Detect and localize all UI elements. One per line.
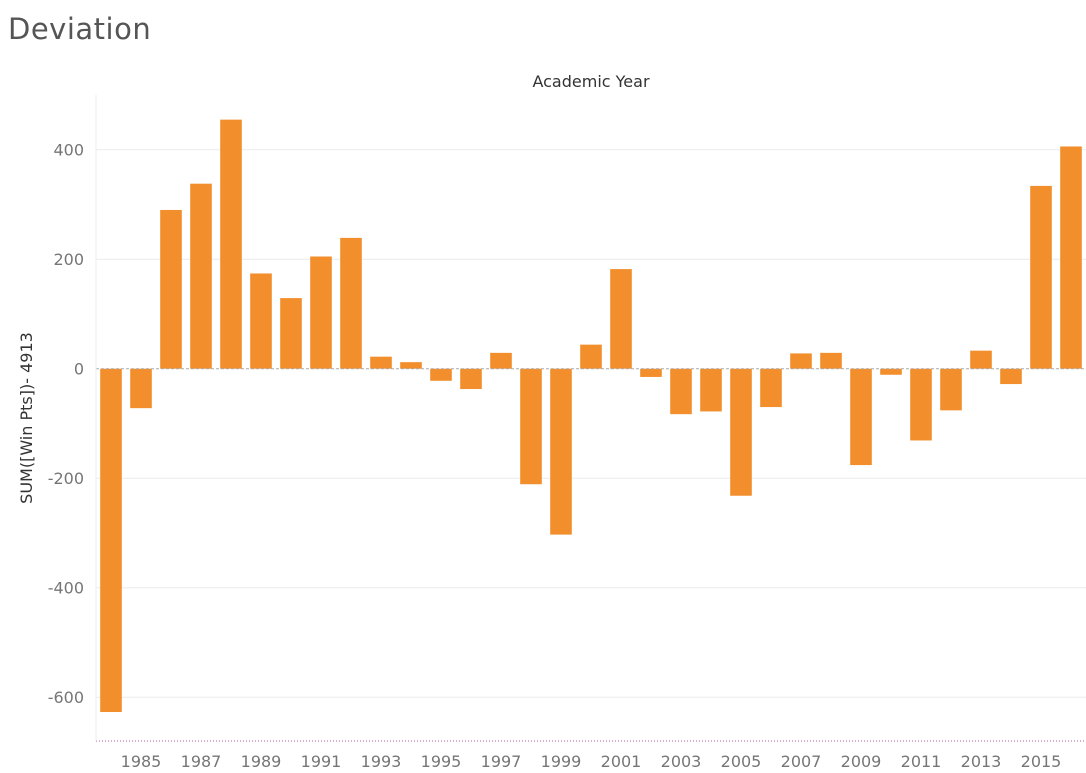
y-tick-label: -200 <box>48 469 84 488</box>
x-tick-label: 2013 <box>961 752 1002 771</box>
x-axis-title: Academic Year <box>532 72 649 91</box>
bar-1991 <box>310 256 332 369</box>
y-axis-ticks: -600 -400 -200 0 200 400 <box>48 141 84 707</box>
bar-2013 <box>970 350 992 369</box>
y-tick-label: 200 <box>53 250 84 269</box>
bar-2008 <box>820 352 842 369</box>
x-tick-label: 1995 <box>421 752 462 771</box>
y-tick-label: 0 <box>74 360 84 379</box>
bar-2006 <box>760 368 782 408</box>
bar-1995 <box>430 368 452 381</box>
bar-2009 <box>850 368 872 466</box>
x-tick-label: 2009 <box>841 752 882 771</box>
bar-1989 <box>250 273 272 369</box>
y-tick-label: -400 <box>48 579 84 598</box>
x-tick-label: 1985 <box>121 752 162 771</box>
x-axis-ticks: 1985 1987 1989 1991 1993 1995 1997 1999 2001 2003… <box>121 752 1062 771</box>
bar-2001 <box>610 269 632 369</box>
gridlines <box>96 149 1086 698</box>
bar-2016 <box>1060 146 1082 369</box>
bar-2005 <box>730 368 752 496</box>
y-tick-label: 400 <box>53 141 84 160</box>
x-tick-label: 1993 <box>361 752 402 771</box>
x-tick-label: 2015 <box>1021 752 1062 771</box>
x-tick-label: 2003 <box>661 752 702 771</box>
bar-1985 <box>130 368 152 409</box>
x-tick-label: 2005 <box>721 752 762 771</box>
bar-1992 <box>340 237 362 369</box>
bar-1986 <box>160 209 182 369</box>
bar-2014 <box>1000 368 1022 385</box>
bar-1996 <box>460 368 482 389</box>
x-tick-label: 1989 <box>241 752 282 771</box>
x-tick-label: 2007 <box>781 752 822 771</box>
y-tick-label: -600 <box>48 688 84 707</box>
bar-2010 <box>880 368 902 375</box>
x-tick-label: 2001 <box>601 752 642 771</box>
y-axis-title: SUM([Win Pts])- 4913 <box>17 332 36 504</box>
bar-2000 <box>580 344 602 369</box>
bar-2011 <box>910 368 932 441</box>
x-tick-label: 1999 <box>541 752 582 771</box>
bar-1999 <box>550 368 572 535</box>
bars <box>100 119 1082 712</box>
x-tick-label: 2011 <box>901 752 942 771</box>
bar-2012 <box>940 368 962 411</box>
bar-1997 <box>490 352 512 369</box>
bar-1998 <box>520 368 542 485</box>
bar-1994 <box>400 362 422 369</box>
bar-2004 <box>700 368 722 412</box>
bar-1990 <box>280 298 302 369</box>
bar-2015 <box>1030 185 1052 369</box>
bar-1988 <box>220 119 242 369</box>
x-tick-label: 1997 <box>481 752 522 771</box>
bar-1987 <box>190 183 212 369</box>
bar-2007 <box>790 353 812 369</box>
bar-2003 <box>670 368 692 415</box>
bar-1984 <box>100 368 122 712</box>
x-tick-label: 1991 <box>301 752 342 771</box>
bar-2002 <box>640 368 662 377</box>
x-tick-label: 1987 <box>181 752 222 771</box>
bar-1993 <box>370 356 392 369</box>
page-title: Deviation <box>8 12 152 46</box>
